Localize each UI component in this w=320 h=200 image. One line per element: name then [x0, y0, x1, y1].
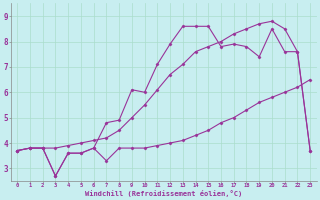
X-axis label: Windchill (Refroidissement éolien,°C): Windchill (Refroidissement éolien,°C) — [85, 190, 242, 197]
